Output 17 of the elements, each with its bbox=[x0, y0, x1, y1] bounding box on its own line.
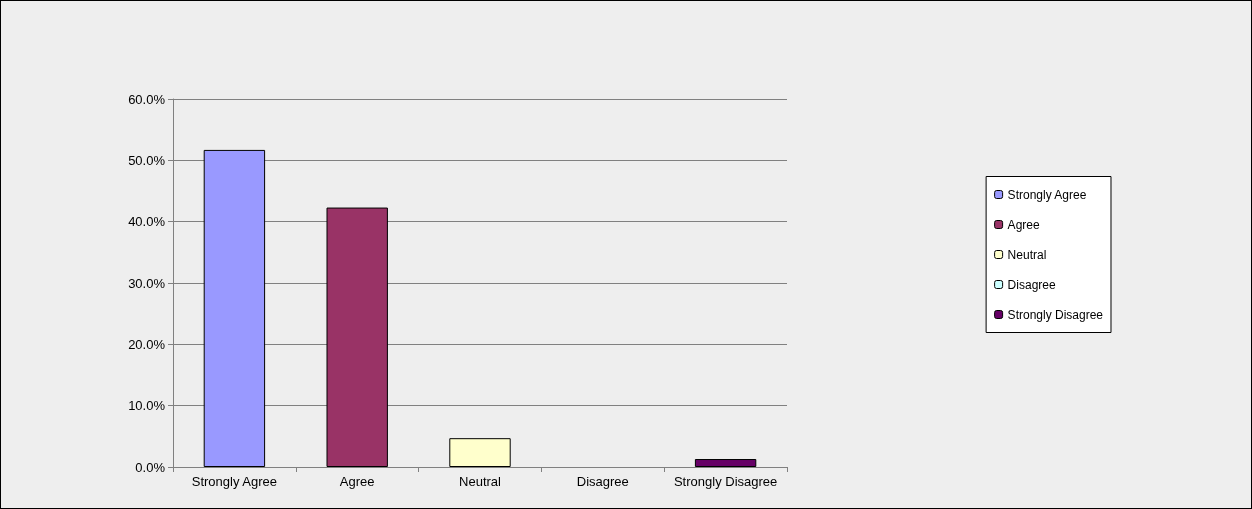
y-tick-label: 20.0% bbox=[128, 336, 166, 352]
legend-label: Agree bbox=[1007, 217, 1040, 232]
x-tick-label: Strongly Disagree bbox=[673, 474, 778, 489]
legend-label: Disagree bbox=[1007, 277, 1056, 292]
x-tick-label: Neutral bbox=[459, 474, 502, 489]
y-tick-label: 40.0% bbox=[128, 214, 166, 230]
legend-label: Strongly Disagree bbox=[1007, 307, 1104, 322]
legend-label: Strongly Agree bbox=[1007, 187, 1087, 202]
y-tick-label: 0.0% bbox=[135, 459, 166, 475]
x-tick-label: Agree bbox=[339, 474, 375, 489]
y-tick-label: 30.0% bbox=[128, 275, 166, 291]
legend-label: Neutral bbox=[1007, 247, 1047, 262]
y-tick-label: 60.0% bbox=[128, 91, 166, 107]
y-tick-label: 10.0% bbox=[128, 398, 166, 414]
x-tick-label: Disagree bbox=[576, 474, 629, 489]
y-tick-label: 50.0% bbox=[128, 152, 166, 168]
x-tick-label: Strongly Agree bbox=[191, 474, 278, 489]
